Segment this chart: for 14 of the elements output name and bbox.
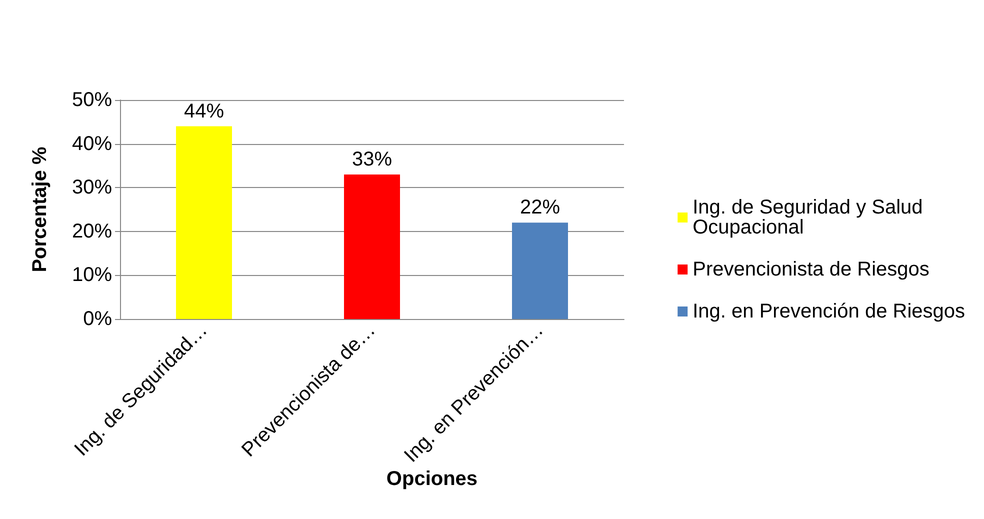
legend-label: Ing. de Seguridad y Salud Ocupacional bbox=[692, 196, 928, 238]
data-label: 33% bbox=[352, 148, 392, 170]
data-label: 22% bbox=[520, 196, 560, 219]
data-label: 44% bbox=[184, 100, 224, 122]
y-tick-label: 20% bbox=[72, 220, 112, 242]
y-tick-label: 30% bbox=[72, 176, 112, 199]
x-axis-title: Opciones bbox=[386, 468, 478, 490]
legend-label: Ing. en Prevención de Riesgos bbox=[692, 300, 966, 322]
y-tick-label: 0% bbox=[83, 308, 112, 330]
y-axis-title: Porcentaje % bbox=[29, 146, 51, 272]
y-tick-label: 10% bbox=[72, 264, 112, 286]
y-tick-label: 50% bbox=[72, 89, 112, 111]
legend-label: Prevencionista de Riesgos bbox=[692, 258, 930, 280]
y-tick-label: 40% bbox=[72, 132, 112, 155]
